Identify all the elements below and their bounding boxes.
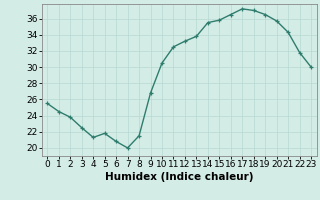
X-axis label: Humidex (Indice chaleur): Humidex (Indice chaleur) bbox=[105, 172, 253, 182]
